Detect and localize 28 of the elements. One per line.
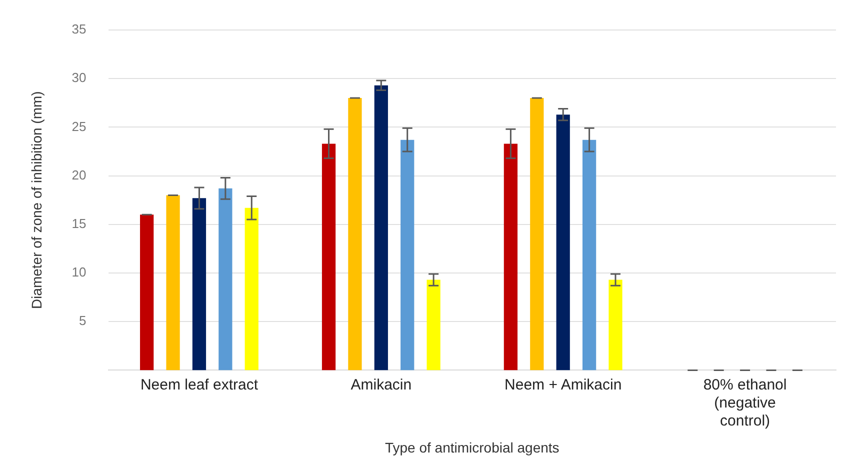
bar <box>244 208 258 370</box>
y-tick-label: 10 <box>72 264 86 280</box>
bar <box>192 198 206 370</box>
bar <box>504 144 518 370</box>
bar <box>218 188 232 370</box>
x-tick-label: Neem leaf extract <box>140 376 259 394</box>
x-axis-title: Type of antimicrobial agents <box>384 439 560 456</box>
bar <box>582 140 596 370</box>
bar <box>166 195 180 370</box>
y-tick-label: 15 <box>72 216 86 231</box>
bar <box>608 280 622 370</box>
y-tick-label: 20 <box>72 167 86 182</box>
bar <box>140 214 154 370</box>
y-tick-label: 30 <box>72 70 86 86</box>
bar <box>426 280 440 370</box>
bar <box>374 85 388 370</box>
x-tick-label: 80% ethanol (negative control) <box>703 376 787 430</box>
y-tick-label: 5 <box>79 313 86 328</box>
x-tick-label: Neem + Amikacin <box>504 376 622 394</box>
y-tick-label: 35 <box>72 22 86 37</box>
bar <box>322 144 336 370</box>
x-tick-label: Amikacin <box>350 376 412 394</box>
bar <box>400 140 414 370</box>
bar <box>348 98 362 370</box>
y-axis-title: Diameter of zone of inhibition (mm) <box>28 91 44 310</box>
y-tick-label: 25 <box>72 118 86 134</box>
bar <box>556 114 570 370</box>
bar <box>530 98 544 370</box>
